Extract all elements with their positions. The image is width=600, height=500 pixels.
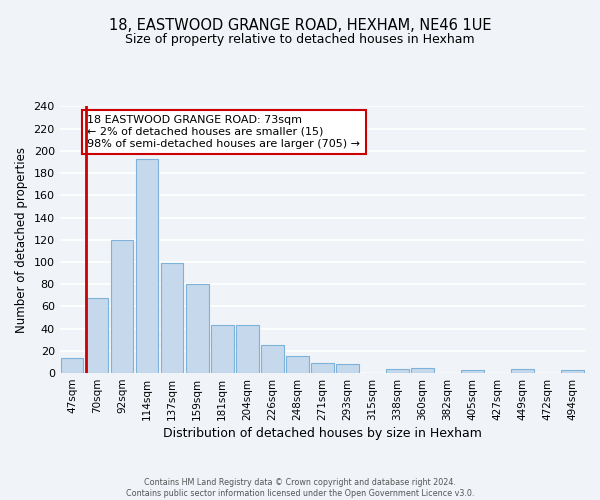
Bar: [211, 326, 233, 373]
Bar: [236, 326, 259, 373]
Bar: [61, 358, 83, 373]
Bar: [336, 364, 359, 373]
Bar: [311, 363, 334, 373]
Text: Size of property relative to detached houses in Hexham: Size of property relative to detached ho…: [125, 32, 475, 46]
Text: 18, EASTWOOD GRANGE ROAD, HEXHAM, NE46 1UE: 18, EASTWOOD GRANGE ROAD, HEXHAM, NE46 1…: [109, 18, 491, 32]
Bar: [86, 298, 109, 373]
Bar: [411, 368, 434, 373]
X-axis label: Distribution of detached houses by size in Hexham: Distribution of detached houses by size …: [163, 427, 482, 440]
Bar: [111, 240, 133, 373]
Bar: [561, 370, 584, 373]
Bar: [261, 346, 284, 373]
Text: Contains HM Land Registry data © Crown copyright and database right 2024.
Contai: Contains HM Land Registry data © Crown c…: [126, 478, 474, 498]
Bar: [286, 356, 308, 373]
Text: 18 EASTWOOD GRANGE ROAD: 73sqm
← 2% of detached houses are smaller (15)
98% of s: 18 EASTWOOD GRANGE ROAD: 73sqm ← 2% of d…: [87, 116, 360, 148]
Bar: [186, 284, 209, 373]
Y-axis label: Number of detached properties: Number of detached properties: [15, 147, 28, 333]
Bar: [161, 263, 184, 373]
Bar: [136, 158, 158, 373]
Bar: [461, 370, 484, 373]
Bar: [386, 368, 409, 373]
Bar: [511, 368, 534, 373]
